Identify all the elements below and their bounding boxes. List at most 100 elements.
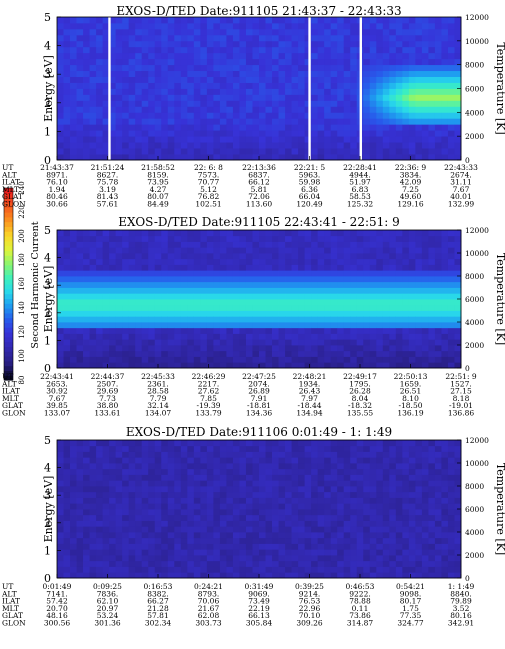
heatmap-cell xyxy=(252,474,260,481)
heatmap-cell xyxy=(122,230,130,237)
heatmap-cell xyxy=(193,287,201,294)
heatmap-cell xyxy=(350,480,358,487)
heatmap-cell xyxy=(363,509,371,516)
heatmap-cell xyxy=(89,40,97,48)
heatmap-cell xyxy=(272,130,279,137)
heatmap-cell xyxy=(102,509,110,516)
heatmap-cell xyxy=(291,118,299,125)
heatmap-cell xyxy=(213,560,221,567)
heatmap-cell xyxy=(102,549,110,556)
heatmap-cell xyxy=(148,130,156,137)
heatmap-cell xyxy=(389,572,397,579)
heatmap-cell xyxy=(70,64,77,72)
heatmap-cell xyxy=(317,468,325,475)
heatmap-cell xyxy=(115,560,123,567)
heatmap-cell xyxy=(83,468,90,475)
heatmap-cell xyxy=(311,356,319,363)
heatmap-cell xyxy=(428,566,436,573)
heatmap-cell xyxy=(89,34,97,42)
heatmap-cell xyxy=(187,543,195,550)
heatmap-cell xyxy=(89,100,97,107)
heatmap-cell xyxy=(128,64,136,72)
heatmap-cell xyxy=(291,142,299,149)
heatmap-cell xyxy=(141,230,149,237)
heatmap-cell xyxy=(356,293,364,300)
table-cell: 0:39:25 xyxy=(295,582,324,591)
y2-tick-label: 6000 xyxy=(465,295,484,304)
heatmap-cell xyxy=(428,362,436,369)
table-cell: 7.91 xyxy=(251,394,268,403)
y2-tick-label: 12000 xyxy=(465,226,489,235)
table-cell: 39.85 xyxy=(46,401,68,410)
heatmap-cell xyxy=(167,142,175,149)
heatmap-cell xyxy=(219,491,227,498)
heatmap-cell xyxy=(291,457,299,464)
heatmap-cell xyxy=(76,555,84,562)
heatmap-cell xyxy=(337,281,345,288)
heatmap-cell xyxy=(57,253,64,260)
heatmap-cell xyxy=(76,293,84,300)
heatmap-cell xyxy=(278,76,286,83)
heatmap-cell xyxy=(213,457,221,464)
heatmap-cell xyxy=(415,106,423,113)
heatmap-cell xyxy=(193,445,201,452)
heatmap-cell xyxy=(343,327,351,334)
heatmap-cell xyxy=(447,549,455,556)
heatmap-cell xyxy=(343,293,351,300)
heatmap-cell xyxy=(389,281,397,288)
heatmap-cell xyxy=(285,253,292,260)
heatmap-cell xyxy=(369,440,377,447)
heatmap-cell xyxy=(454,509,462,516)
heatmap-cell xyxy=(57,247,64,254)
heatmap-cell xyxy=(278,532,286,539)
heatmap-cell xyxy=(83,440,90,447)
heatmap-cell xyxy=(447,480,455,487)
heatmap-cell xyxy=(226,64,234,72)
heatmap-cell xyxy=(96,503,104,510)
heatmap-cell xyxy=(200,474,208,481)
heatmap-cell xyxy=(265,112,273,119)
heatmap-cell xyxy=(285,154,292,161)
heatmap-cell xyxy=(343,58,351,66)
row-label: UT xyxy=(2,163,13,172)
heatmap-cell xyxy=(226,253,234,260)
heatmap-cell xyxy=(415,142,423,149)
heatmap-cell xyxy=(219,566,227,573)
heatmap-cell xyxy=(376,264,384,271)
colorbar-segment xyxy=(4,255,13,261)
heatmap-cell xyxy=(408,356,416,363)
heatmap-cell xyxy=(441,555,449,562)
heatmap-cell xyxy=(330,503,338,510)
heatmap-cell xyxy=(441,130,449,137)
heatmap-cell xyxy=(57,445,64,452)
heatmap-cell xyxy=(408,345,416,352)
heatmap-cell xyxy=(343,537,351,544)
heatmap-cell xyxy=(363,154,371,161)
heatmap-cell xyxy=(350,40,358,48)
heatmap-cell xyxy=(441,40,449,48)
heatmap-cell xyxy=(135,339,143,346)
heatmap-cell xyxy=(193,112,201,119)
heatmap-cell xyxy=(239,572,247,579)
heatmap-cell xyxy=(57,480,64,487)
heatmap-cell xyxy=(213,362,221,369)
heatmap-cell xyxy=(245,543,253,550)
heatmap-cell xyxy=(343,310,351,317)
heatmap-cell xyxy=(402,463,410,470)
table-cell: 129.16 xyxy=(397,200,423,209)
heatmap-cell xyxy=(441,440,449,447)
heatmap-cell xyxy=(369,276,377,283)
heatmap-cell xyxy=(239,503,247,510)
heatmap-cell xyxy=(141,486,149,493)
heatmap-cell xyxy=(343,40,351,48)
heatmap-cell xyxy=(122,40,130,48)
heatmap-cell xyxy=(161,270,169,277)
heatmap-cell xyxy=(206,339,214,346)
heatmap-cell xyxy=(447,572,455,579)
heatmap-cell xyxy=(415,451,423,458)
heatmap-cell xyxy=(122,486,130,493)
heatmap-cell xyxy=(148,555,156,562)
heatmap-cell xyxy=(148,566,156,573)
heatmap-cell xyxy=(285,124,292,131)
heatmap-cell xyxy=(226,82,234,89)
